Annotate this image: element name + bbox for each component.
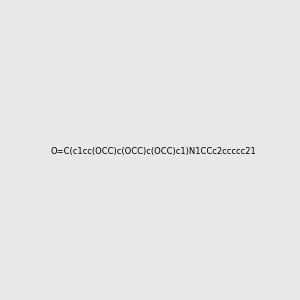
Text: O=C(c1cc(OCC)c(OCC)c(OCC)c1)N1CCc2ccccc21: O=C(c1cc(OCC)c(OCC)c(OCC)c1)N1CCc2ccccc2… (51, 147, 256, 156)
